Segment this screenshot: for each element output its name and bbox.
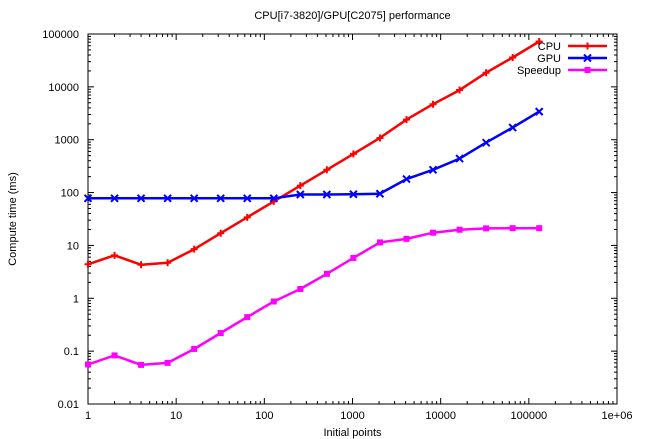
legend-label: Speedup [517,65,561,77]
series-speedup-line [87,226,540,367]
data-point [111,251,119,259]
y-axis: 0.01 0.1 1 10 100 1000 10000 100000 [42,29,617,411]
data-point [296,182,304,190]
data-point [584,42,591,50]
data-point [244,314,251,321]
data-point [456,226,463,233]
data-point [455,154,464,163]
data-point [508,123,517,132]
data-point [509,53,517,61]
data-point [349,150,357,158]
data-point [83,194,93,203]
series-layer [83,38,544,368]
legend-item-cpu: CPU [538,41,607,53]
data-point [322,190,332,199]
legend-label: CPU [538,41,561,53]
data-point [350,254,357,261]
y-tick-label: 0.1 [64,346,79,358]
data-point [456,86,464,94]
series-cpu [84,38,543,269]
y-tick-label: 100000 [42,29,79,41]
plot-frame [87,33,618,405]
data-point [297,285,304,292]
legend-label: GPU [537,53,561,65]
x-tick-label: 100000 [510,410,547,422]
y-tick-label: 1 [73,293,79,305]
data-point [376,239,383,246]
chart-title: CPU[i7-3820]/GPU[C2075] performance [254,10,450,22]
x-tick-label: 100 [255,410,273,422]
x-axis: 1 10 100 1000 10000 100000 1e+06 [85,34,633,422]
data-point [84,260,92,268]
data-point [375,189,385,198]
data-point [85,361,91,368]
x-tick-label: 10 [170,410,182,422]
data-point [217,229,225,237]
data-point [138,361,145,368]
data-point [402,174,411,184]
data-point [429,100,437,108]
y-tick-label: 10 [67,240,79,252]
legend-item-gpu: GPU [537,53,607,65]
data-point [428,165,438,174]
x-axis-title: Initial points [323,427,382,439]
data-point [110,194,119,203]
data-point [189,194,199,203]
data-point [137,261,145,269]
series-gpu-line [88,110,540,200]
data-point [482,69,490,77]
legend-item-speedup: Speedup [517,65,607,77]
data-point [483,225,490,232]
data-point [243,194,252,203]
y-tick-label: 1000 [55,135,79,147]
data-point [430,229,437,236]
series-speedup [85,225,543,368]
series-cpu-line [87,40,540,267]
y-tick-label: 0.01 [58,399,79,411]
data-point [535,38,543,46]
data-point [191,345,198,352]
data-point [163,194,172,203]
data-point [217,330,224,337]
y-tick-label: 100 [61,188,79,200]
y-axis-title: Compute time (ms) [7,172,19,266]
data-point [584,67,591,73]
data-point [536,225,543,232]
data-point [164,259,172,267]
series-gpu [83,107,544,203]
data-point [136,194,146,203]
data-point [270,298,277,305]
data-point [323,166,331,174]
data-point [402,116,410,124]
data-point [164,359,171,366]
y-tick-label: 10000 [48,82,79,94]
data-point [111,352,118,359]
data-point [509,225,516,232]
data-point [296,190,305,199]
data-point [583,53,592,63]
x-tick-label: 1 [85,410,91,422]
data-point [323,270,330,277]
data-point [243,213,251,221]
data-point [349,190,358,199]
data-point [216,194,225,203]
data-point [190,245,198,253]
x-tick-label: 10000 [425,410,456,422]
data-point [403,235,410,242]
data-point [376,134,384,142]
data-point [534,107,544,116]
x-tick-label: 1e+06 [602,410,633,422]
data-point [481,138,491,147]
data-point [269,194,278,203]
x-tick-label: 1000 [340,410,364,422]
